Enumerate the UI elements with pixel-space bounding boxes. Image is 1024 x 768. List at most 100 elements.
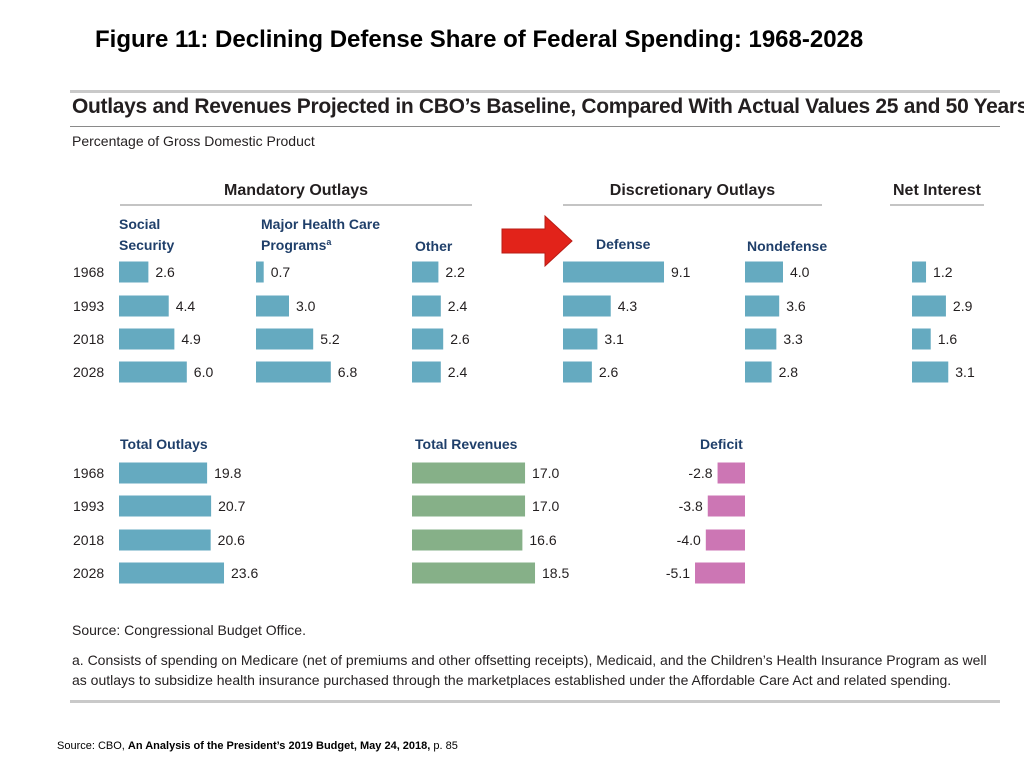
bar-total-revenues-1993 (412, 495, 526, 517)
bar-other-2018 (412, 328, 444, 350)
data-label-social-security-2018: 4.9 (181, 331, 201, 347)
data-label-other-2018: 2.6 (450, 331, 470, 347)
bar-major-health-care-programs-2018 (256, 328, 314, 350)
panel-header-social-security-line2: Security (119, 237, 174, 253)
year-label-bottom-2028: 2028 (73, 565, 104, 581)
chart-source-note: Source: Congressional Budget Office. (72, 622, 306, 638)
data-label-social-security-1993: 4.4 (176, 298, 196, 314)
group-header-mandatory-outlays: Mandatory Outlays (224, 182, 368, 199)
bar-other-2028 (412, 361, 441, 383)
slide-source-page: p. 85 (430, 740, 458, 752)
bar-defense-2028 (563, 361, 592, 383)
data-label-net-interest-1968: 1.2 (933, 264, 953, 280)
data-label-nondefense-1993: 3.6 (786, 298, 806, 314)
slide-title: Figure 11: Declining Defense Share of Fe… (95, 26, 864, 53)
panel-header-total-revenues: Total Revenues (415, 436, 518, 452)
year-label-bottom-2018: 2018 (73, 532, 104, 548)
data-label-deficit-1968: -2.8 (688, 465, 712, 481)
chart-footnote: a. Consists of spending on Medicare (net… (72, 652, 987, 688)
bar-social-security-2018 (119, 328, 175, 350)
year-label-bottom-1968: 1968 (73, 465, 104, 481)
data-label-total-outlays-2028: 23.6 (231, 565, 258, 581)
data-label-social-security-2028: 6.0 (194, 364, 214, 380)
data-label-social-security-1968: 2.6 (155, 264, 175, 280)
chart-bottom-rule (70, 700, 1000, 703)
chart-top-rule (70, 90, 1000, 93)
data-label-total-outlays-2018: 20.6 (218, 532, 245, 548)
bar-nondefense-1993 (745, 295, 780, 317)
data-label-net-interest-1993: 2.9 (953, 298, 973, 314)
year-label-top-2028: 2028 (73, 364, 104, 380)
slide-source-prefix: Source: CBO, (57, 740, 128, 752)
data-label-nondefense-2028: 2.8 (779, 364, 799, 380)
bar-defense-1968 (563, 261, 665, 283)
bar-net-interest-1993 (912, 295, 946, 317)
data-label-total-revenues-1993: 17.0 (532, 498, 559, 514)
panel-header-social-security-line1: Social (119, 216, 160, 232)
bar-nondefense-1968 (745, 261, 783, 283)
chart-notes: Source: Congressional Budget Office. a. … (72, 620, 997, 700)
bar-deficit-1968 (717, 462, 745, 484)
bar-total-outlays-2018 (119, 529, 211, 551)
bar-total-outlays-1993 (119, 495, 212, 517)
data-label-total-revenues-1968: 17.0 (532, 465, 559, 481)
bar-social-security-1968 (119, 261, 149, 283)
bar-major-health-care-programs-2028 (256, 361, 331, 383)
year-label-bottom-1993: 1993 (73, 498, 104, 514)
data-label-other-1968: 2.2 (445, 264, 465, 280)
bar-social-security-2028 (119, 361, 187, 383)
data-label-total-revenues-2018: 16.6 (529, 532, 556, 548)
group-header-discretionary-outlays: Discretionary Outlays (610, 182, 776, 199)
bar-major-health-care-programs-1993 (256, 295, 289, 317)
bar-other-1968 (412, 261, 439, 283)
data-label-other-1993: 2.4 (448, 298, 468, 314)
bar-other-1993 (412, 295, 441, 317)
data-label-deficit-2028: -5.1 (666, 565, 690, 581)
bar-total-revenues-2028 (412, 562, 536, 584)
chart-title-rule (70, 126, 1000, 127)
bar-major-health-care-programs-1968 (256, 261, 264, 283)
bar-nondefense-2028 (745, 361, 772, 383)
data-label-deficit-2018: -4.0 (677, 532, 701, 548)
slide-source-document: An Analysis of the President’s 2019 Budg… (127, 740, 431, 752)
bar-social-security-1993 (119, 295, 169, 317)
year-label-top-1968: 1968 (73, 264, 104, 280)
panel-header-major-health-care-programs-line2: Programsa (261, 237, 332, 253)
bar-total-outlays-1968 (119, 462, 208, 484)
data-label-defense-2028: 2.6 (599, 364, 619, 380)
data-label-nondefense-1968: 4.0 (790, 264, 810, 280)
panel-header-nondefense: Nondefense (747, 238, 827, 254)
year-label-top-1993: 1993 (73, 298, 104, 314)
data-label-defense-1993: 4.3 (618, 298, 638, 314)
bar-chart: Mandatory Outlays Discretionary Outlays Ne… (73, 182, 984, 584)
data-label-net-interest-2018: 1.6 (938, 331, 958, 347)
bar-net-interest-2028 (912, 361, 949, 383)
bar-total-revenues-1968 (412, 462, 526, 484)
data-label-major-health-care-programs-2028: 6.8 (338, 364, 358, 380)
data-label-total-outlays-1993: 20.7 (218, 498, 245, 514)
bar-net-interest-1968 (912, 261, 927, 283)
chart-subtitle: Percentage of Gross Domestic Product (72, 133, 315, 149)
data-label-major-health-care-programs-1968: 0.7 (271, 264, 291, 280)
footnote-marker: a (326, 237, 332, 247)
slide-source: Source: CBO, An Analysis of the Presiden… (57, 740, 458, 752)
bar-nondefense-2018 (745, 328, 777, 350)
panel-header-other: Other (415, 238, 453, 254)
panel-header-total-outlays: Total Outlays (120, 436, 208, 452)
data-label-defense-2018: 3.1 (604, 331, 624, 347)
data-label-major-health-care-programs-2018: 5.2 (320, 331, 340, 347)
bar-total-revenues-2018 (412, 529, 523, 551)
group-header-net-interest: Net Interest (893, 182, 982, 199)
chart-title: Outlays and Revenues Projected in CBO’s … (72, 95, 1024, 118)
panel-header-major-health-care-programs-line1: Major Health Care (261, 216, 380, 232)
data-label-other-2028: 2.4 (448, 364, 468, 380)
data-label-defense-1968: 9.1 (671, 264, 691, 280)
bar-total-outlays-2028 (119, 562, 225, 584)
bar-defense-1993 (563, 295, 611, 317)
data-label-total-outlays-1968: 19.8 (214, 465, 241, 481)
data-label-deficit-1993: -3.8 (679, 498, 703, 514)
bar-deficit-2018 (705, 529, 745, 551)
bar-defense-2018 (563, 328, 598, 350)
data-label-total-revenues-2028: 18.5 (542, 565, 569, 581)
highlight-arrow (501, 214, 573, 268)
